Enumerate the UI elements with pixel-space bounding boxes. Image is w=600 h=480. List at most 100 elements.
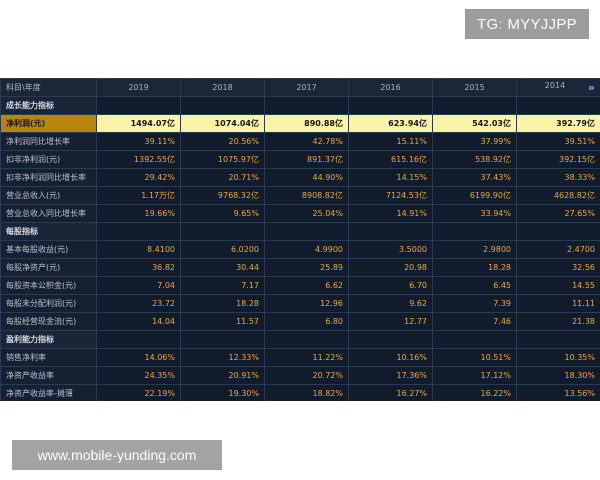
value-cell: 7.46 (432, 312, 517, 331)
value-cell: 12.77 (348, 312, 433, 331)
row-label[interactable]: 每股经营现金流(元) (0, 312, 97, 331)
row-label[interactable]: 每股资本公积金(元) (0, 276, 97, 295)
section-blank-cell (96, 330, 181, 349)
value-cell: 9.65% (180, 204, 265, 223)
value-cell: 30.44 (180, 258, 265, 277)
value-cell: 44.90% (264, 168, 349, 187)
column-header-year[interactable]: 2015 (432, 78, 517, 97)
value-cell: 6.62 (264, 276, 349, 295)
value-cell: 6.80 (264, 312, 349, 331)
column-header-subject: 科目\年度 (0, 78, 97, 97)
value-cell: 18.28 (180, 294, 265, 313)
value-cell: 18.30% (516, 366, 600, 385)
row-label[interactable]: 扣非净利润同比增长率 (0, 168, 97, 187)
row-label[interactable]: 净利润(元) (0, 114, 97, 133)
value-cell: 3.5000 (348, 240, 433, 259)
column-header-year[interactable]: 2018 (180, 78, 265, 97)
value-cell: 18.28 (432, 258, 517, 277)
table-row: 净资产收益率-摊薄 22.19% 19.30% 18.82% 16.27% 16.22% 1… (0, 384, 600, 401)
column-header-year-last[interactable]: 2014 » (516, 78, 600, 97)
table-row: 每股未分配利润(元) 23.72 18.28 12.96 9.62 7.39 11.11 (0, 294, 600, 313)
value-cell: 14.91% (348, 204, 433, 223)
value-cell: 14.04 (96, 312, 181, 331)
value-cell: 16.22% (432, 384, 517, 401)
value-cell: 39.11% (96, 132, 181, 151)
row-label[interactable]: 扣非净利润(元) (0, 150, 97, 169)
row-label[interactable]: 每股净资产(元) (0, 258, 97, 277)
table-body: 成长能力指标 净利润(元) 1494.07亿 1074.04亿 890.88亿 623.9… (0, 96, 600, 401)
row-label[interactable]: 销售净利率 (0, 348, 97, 367)
section-blank-cell (348, 330, 433, 349)
value-cell: 2.9800 (432, 240, 517, 259)
value-cell: 8908.82亿 (264, 186, 349, 205)
value-cell: 16.27% (348, 384, 433, 401)
financial-indicators-panel: 科目\年度 2019 2018 2017 2016 2015 2014 » 成长… (0, 78, 600, 401)
section-blank-cell (516, 330, 600, 349)
value-cell: 10.16% (348, 348, 433, 367)
value-cell: 1074.04亿 (180, 114, 265, 133)
value-cell: 18.82% (264, 384, 349, 401)
value-cell: 20.72% (264, 366, 349, 385)
value-cell: 6.70 (348, 276, 433, 295)
value-cell: 25.89 (264, 258, 349, 277)
section-title: 每股指标 (0, 222, 97, 241)
value-cell: 20.56% (180, 132, 265, 151)
value-cell: 7.04 (96, 276, 181, 295)
value-cell: 37.43% (432, 168, 517, 187)
value-cell: 7.17 (180, 276, 265, 295)
value-cell: 1075.97亿 (180, 150, 265, 169)
section-title: 成长能力指标 (0, 96, 97, 115)
table-row: 扣非净利润同比增长率 29.42% 20.71% 44.90% 14.15% 37.43%… (0, 168, 600, 187)
value-cell: 4628.82亿 (516, 186, 600, 205)
table-row: 每股净资产(元) 36.82 30.44 25.89 20.98 18.28 32.56 (0, 258, 600, 277)
value-cell: 1494.07亿 (96, 114, 181, 133)
value-cell: 6199.90亿 (432, 186, 517, 205)
value-cell: 25.04% (264, 204, 349, 223)
section-blank-cell (348, 96, 433, 115)
value-cell: 392.79亿 (516, 114, 600, 133)
table-row: 营业总收入(元) 1.17万亿 9768.32亿 8908.82亿 7124.53亿 61… (0, 186, 600, 205)
row-label[interactable]: 净资产收益率-摊薄 (0, 384, 97, 401)
value-cell: 38.33% (516, 168, 600, 187)
row-label[interactable]: 净资产收益率 (0, 366, 97, 385)
table-row: 扣非净利润(元) 1392.55亿 1075.97亿 891.37亿 615.16亿 53… (0, 150, 600, 169)
value-cell: 11.11 (516, 294, 600, 313)
value-cell: 6.45 (432, 276, 517, 295)
row-label[interactable]: 营业总收入(元) (0, 186, 97, 205)
row-label[interactable]: 每股未分配利润(元) (0, 294, 97, 313)
value-cell: 42.78% (264, 132, 349, 151)
value-cell: 20.71% (180, 168, 265, 187)
section-blank-cell (516, 222, 600, 241)
table-row: 每股经营现金流(元) 14.04 11.57 6.80 12.77 7.46 21.38 (0, 312, 600, 331)
section-blank-cell (264, 96, 349, 115)
section-blank-cell (432, 222, 517, 241)
value-cell: 22.19% (96, 384, 181, 401)
column-header-year[interactable]: 2019 (96, 78, 181, 97)
section-blank-cell (180, 222, 265, 241)
row-label[interactable]: 基本每股收益(元) (0, 240, 97, 259)
row-label[interactable]: 净利润同比增长率 (0, 132, 97, 151)
watermark-site: www.mobile-yunding.com (12, 440, 222, 470)
value-cell: 6.0200 (180, 240, 265, 259)
value-cell: 19.66% (96, 204, 181, 223)
value-cell: 23.72 (96, 294, 181, 313)
value-cell: 20.98 (348, 258, 433, 277)
section-header-row: 成长能力指标 (0, 96, 600, 115)
value-cell: 10.51% (432, 348, 517, 367)
value-cell: 37.99% (432, 132, 517, 151)
row-label[interactable]: 营业总收入同比增长率 (0, 204, 97, 223)
value-cell: 14.55 (516, 276, 600, 295)
value-cell: 4.9900 (264, 240, 349, 259)
column-header-year[interactable]: 2016 (348, 78, 433, 97)
column-header-year[interactable]: 2017 (264, 78, 349, 97)
value-cell: 24.35% (96, 366, 181, 385)
value-cell: 15.11% (348, 132, 433, 151)
value-cell: 9.62 (348, 294, 433, 313)
value-cell: 890.88亿 (264, 114, 349, 133)
value-cell: 14.15% (348, 168, 433, 187)
watermark-telegram: TG: MYYJJPP (465, 9, 589, 39)
value-cell: 891.37亿 (264, 150, 349, 169)
next-page-arrow-icon[interactable]: » (587, 81, 595, 94)
section-blank-cell (96, 96, 181, 115)
value-cell: 7.39 (432, 294, 517, 313)
